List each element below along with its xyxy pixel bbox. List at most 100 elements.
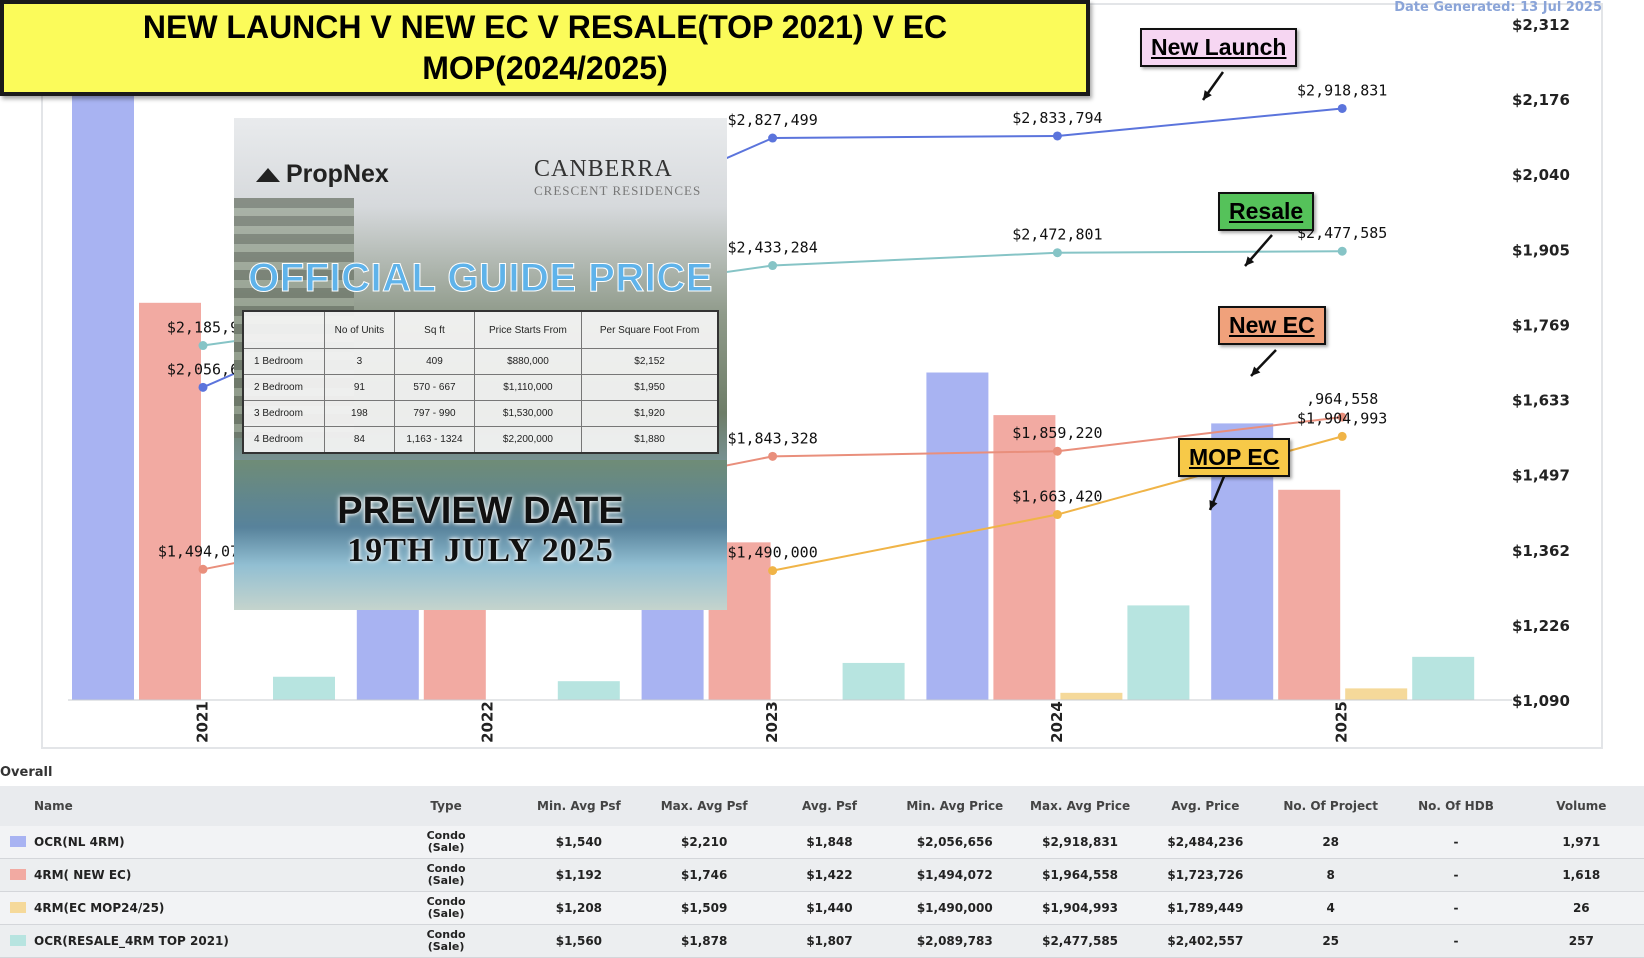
col-header-type[interactable]: Type <box>375 786 517 826</box>
row-cell: $1,746 <box>641 858 767 892</box>
series-point <box>1337 431 1347 441</box>
col-header-min-avg-psf[interactable]: Min. Avg Psf <box>516 786 642 826</box>
data-label: $1,494,072 <box>158 542 248 560</box>
row-name-cell: 4RM(EC MOP24/25) <box>0 891 376 925</box>
row-cell: $2,056,656 <box>892 826 1018 859</box>
y-tick-label: $2,040 <box>1512 166 1570 184</box>
col-header-volume[interactable]: Volume <box>1518 786 1644 826</box>
bar <box>139 302 201 700</box>
promo-row: 1 Bedroom 3 409 $880,000 $2,152 <box>242 348 719 375</box>
y-tick-label: $1,362 <box>1512 542 1570 560</box>
row-cell: 1,971 <box>1518 826 1644 859</box>
row-cell: $1,723,726 <box>1142 858 1269 892</box>
series-point <box>1052 510 1062 520</box>
series-line <box>772 251 1058 267</box>
bar <box>273 676 335 700</box>
bar <box>1060 692 1123 700</box>
table-row[interactable]: 4RM( NEW EC) Condo (Sale) $1,192 $1,746 … <box>0 858 1644 892</box>
promo-cell: 570 - 667 <box>394 374 475 401</box>
series-point <box>198 382 208 392</box>
promo-pool-image <box>234 460 727 610</box>
row-cell: $1,848 <box>766 826 893 859</box>
promo-row: 4 Bedroom 84 1,163 - 1324 $2,200,000 $1,… <box>242 426 719 454</box>
row-type: Condo (Sale) <box>375 858 517 892</box>
bar <box>557 681 620 700</box>
promo-header: Per Square Foot From <box>581 310 719 349</box>
data-label: $2,918,831 <box>1297 81 1387 99</box>
row-type: Condo (Sale) <box>375 826 517 859</box>
series-point <box>1337 246 1347 256</box>
data-label: $2,472,801 <box>1012 226 1102 244</box>
row-cell: $2,918,831 <box>1017 826 1143 859</box>
promo-cell: $2,152 <box>581 348 719 375</box>
row-cell: $2,477,585 <box>1017 924 1143 958</box>
table-row[interactable]: 4RM(EC MOP24/25) Condo (Sale) $1,208 $1,… <box>0 891 1644 925</box>
overall-table: Name Type Min. Avg Psf Max. Avg Psf Avg.… <box>0 786 1644 958</box>
callout-arrowhead <box>1245 256 1255 266</box>
row-cell: $1,192 <box>516 858 642 892</box>
col-header-no-of-project[interactable]: No. Of Project <box>1268 786 1394 826</box>
y-tick-label: $1,090 <box>1512 692 1570 710</box>
row-cell: $1,560 <box>516 924 642 958</box>
promo-header <box>242 310 325 349</box>
promo-logo-text: PropNex <box>286 160 389 188</box>
overall-label: Overall <box>0 765 53 780</box>
promo-cell: 409 <box>394 348 475 375</box>
promo-cell: 797 - 990 <box>394 400 475 427</box>
promo-header: Sq ft <box>394 310 475 349</box>
series-point <box>768 451 778 461</box>
bar <box>1345 688 1408 700</box>
y-tick-label: $1,226 <box>1512 617 1570 635</box>
col-header-avg-price[interactable]: Avg. Price <box>1142 786 1269 826</box>
bar <box>1412 656 1475 700</box>
col-header-max-avg-price[interactable]: Max. Avg Price <box>1017 786 1143 826</box>
bar <box>1278 489 1341 700</box>
col-header-avg-psf[interactable]: Avg. Psf <box>766 786 893 826</box>
y-tick-label: $2,312 <box>1512 16 1570 34</box>
promo-cell: $1,880 <box>581 426 719 454</box>
table-row[interactable]: OCR(NL 4RM) Condo (Sale) $1,540 $2,210 $… <box>0 826 1644 859</box>
table-row[interactable]: OCR(RESALE_4RM TOP 2021) Condo (Sale) $1… <box>0 924 1644 958</box>
promo-brand: CANBERRA <box>534 156 673 182</box>
x-tick-label: 2023 <box>763 701 781 743</box>
y-axis-right: $2,312 $2,176 $2,040 $1,905 $1,769 $1,633 $1,4… <box>1512 16 1570 710</box>
promo-header: No of Units <box>323 310 396 349</box>
callout-arrowhead <box>1251 366 1261 376</box>
promo-cell: 84 <box>323 426 396 454</box>
bar <box>356 600 419 700</box>
series-point <box>1337 103 1347 113</box>
col-header-min-avg-price[interactable]: Min. Avg Price <box>892 786 1018 826</box>
data-label: $1,859,220 <box>1012 424 1102 442</box>
promo-cell: $1,110,000 <box>473 374 583 401</box>
row-cell: 8 <box>1268 858 1394 892</box>
data-label: $2,056,6 <box>167 360 239 378</box>
row-cell: $1,208 <box>516 891 642 925</box>
row-cell: 25 <box>1268 924 1394 958</box>
promo-card: PropNex CANBERRA CRESCENT RESIDENCES OFF… <box>234 118 727 610</box>
promo-cell: 1,163 - 1324 <box>394 426 475 454</box>
row-type: Condo (Sale) <box>375 891 517 925</box>
row-cell: $2,484,236 <box>1142 826 1269 859</box>
row-cell: $1,789,449 <box>1142 891 1269 925</box>
promo-logo: PropNex <box>256 160 389 189</box>
promo-brand-sub: CRESCENT RESIDENCES <box>534 183 702 198</box>
promo-cell: 198 <box>323 400 396 427</box>
promo-preview-label: PREVIEW DATE <box>337 490 624 532</box>
col-header-name[interactable]: Name <box>0 786 376 826</box>
data-label: $1,904,993 <box>1297 409 1387 427</box>
row-cell: $1,440 <box>766 891 893 925</box>
col-header-no-of-hdb[interactable]: No. Of HDB <box>1393 786 1519 826</box>
row-name: OCR(RESALE_4RM TOP 2021) <box>34 934 229 948</box>
data-label: $2,433,284 <box>727 239 817 257</box>
bar <box>926 372 989 700</box>
callout-mop-ec: MOP EC <box>1178 438 1291 477</box>
callout-resale: Resale <box>1218 192 1315 231</box>
promo-cell: 3 <box>323 348 396 375</box>
col-header-max-avg-psf[interactable]: Max. Avg Psf <box>641 786 767 826</box>
bar <box>423 603 486 700</box>
promo-cell: 91 <box>323 374 396 401</box>
promo-headline: OFFICIAL GUIDE PRICE <box>248 256 713 301</box>
promo-cell: $2,200,000 <box>473 426 583 454</box>
y-tick-label: $1,905 <box>1512 241 1570 259</box>
series-point <box>1052 446 1062 456</box>
